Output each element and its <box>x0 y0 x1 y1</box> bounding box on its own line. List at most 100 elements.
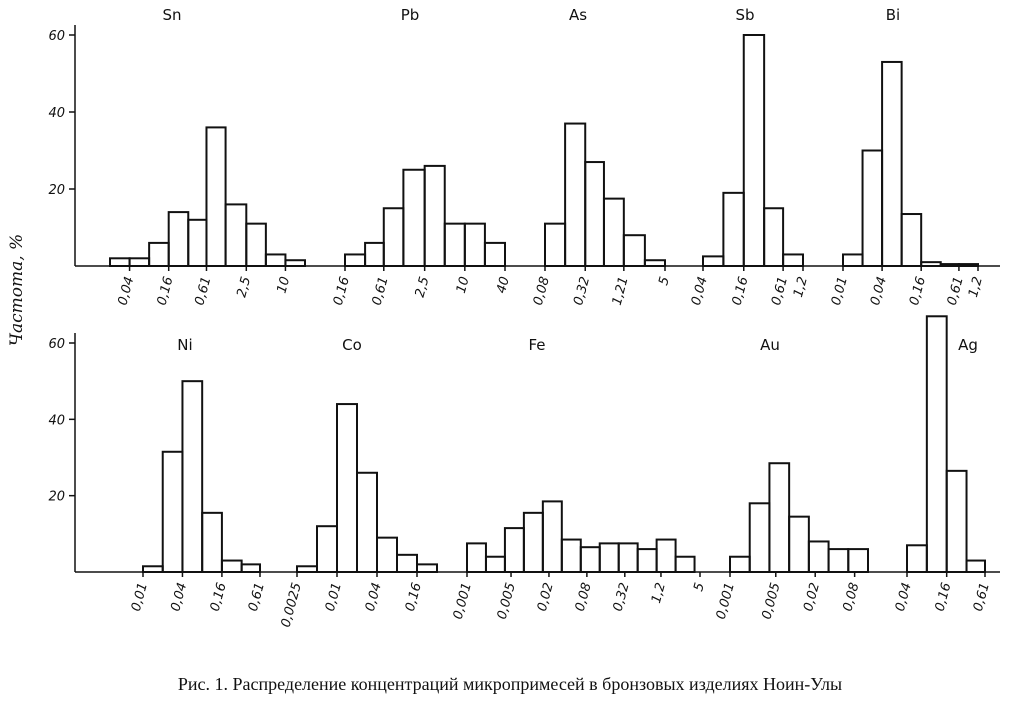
histogram-bar <box>768 462 791 574</box>
panel-title: Sn <box>162 6 181 24</box>
panel-title: Bi <box>886 6 900 24</box>
histogram-bar <box>643 259 667 268</box>
x-tick-label: 0,32 <box>571 275 593 307</box>
histogram-bar <box>364 241 385 267</box>
x-tick-label: 1,2 <box>791 275 811 299</box>
histogram-bar <box>564 122 587 267</box>
x-tick-label: 0,61 <box>769 275 791 307</box>
panel-title: Sb <box>735 6 754 24</box>
x-tick-label: 0,16 <box>208 581 230 613</box>
histogram-bar <box>906 544 928 573</box>
histogram-bar <box>240 563 261 573</box>
panel-title: As <box>569 6 587 24</box>
histogram-bar <box>224 203 248 267</box>
histogram-bar <box>945 469 968 574</box>
y-axis-label: Частота, % <box>7 234 27 346</box>
histogram-bar <box>807 540 830 574</box>
panel-title: Ag <box>958 336 978 354</box>
x-tick-label: 0,16 <box>403 581 425 613</box>
histogram-bar <box>782 253 805 267</box>
histogram-bar <box>584 161 605 267</box>
x-tick-label: 10 <box>454 275 473 295</box>
histogram-bar <box>284 259 306 268</box>
histogram-bar <box>142 565 164 574</box>
x-tick-label: 0,16 <box>331 275 353 307</box>
panel-title: Co <box>342 336 362 354</box>
histogram-bar <box>187 218 208 268</box>
histogram-bar <box>402 168 426 267</box>
histogram-bar <box>423 164 446 267</box>
x-tick-label: 0,04 <box>868 275 890 307</box>
y-tick-label: 60 <box>48 29 65 44</box>
x-tick-label: 0,005 <box>760 581 784 621</box>
histogram-bar <box>220 559 243 573</box>
histogram-bar <box>483 241 506 267</box>
histogram-bar <box>201 511 223 574</box>
histogram-bar <box>939 263 960 268</box>
x-tick-label: 0,08 <box>841 581 863 613</box>
caption: Рис. 1. Распределение концентраций микро… <box>178 674 842 694</box>
y-tick-label: 40 <box>48 413 65 428</box>
histogram-bar <box>463 222 486 267</box>
histogram-bar <box>316 525 338 574</box>
y-tick-label: 60 <box>48 337 65 352</box>
histogram-bar <box>382 207 405 267</box>
histogram-bar <box>161 450 184 573</box>
x-tick-label: 0,08 <box>531 275 553 307</box>
histogram-bar <box>636 548 658 573</box>
x-tick-label: 0,005 <box>495 581 519 621</box>
x-tick-label: 0,04 <box>689 275 711 307</box>
x-tick-label: 0,61 <box>246 581 268 613</box>
panel-title: Ni <box>177 336 192 354</box>
histogram-bar <box>598 542 620 573</box>
x-tick-label: 5 <box>691 581 708 593</box>
x-tick-label: 0,16 <box>155 275 177 307</box>
histogram-bar <box>763 207 785 267</box>
x-tick-label: 0,02 <box>535 581 557 613</box>
x-tick-label: 0,04 <box>115 275 137 307</box>
histogram-bar <box>336 403 358 574</box>
histogram-bar <box>617 542 639 573</box>
panel-title: Fe <box>528 336 545 354</box>
y-tick-label: 20 <box>48 490 65 505</box>
histogram-bar <box>245 222 267 267</box>
histogram-bar <box>722 191 745 268</box>
x-tick-label: 0,01 <box>323 581 345 613</box>
histogram-bar <box>466 542 487 573</box>
histogram-bar <box>847 548 869 573</box>
x-tick-label: 0,04 <box>363 581 385 613</box>
x-tick-label: 0,61 <box>945 275 967 307</box>
x-tick-label: 0,61 <box>192 275 214 307</box>
panel-title: Au <box>760 336 780 354</box>
histogram-bar <box>541 500 563 573</box>
histogram-bar <box>396 553 418 574</box>
histogram-bar <box>579 546 601 573</box>
histogram-bar <box>655 538 677 574</box>
histogram-bar <box>356 471 378 573</box>
x-tick-label: 1,21 <box>610 275 632 307</box>
x-tick-label: 0,16 <box>907 275 929 307</box>
histogram-bar <box>560 538 582 574</box>
histogram-bar <box>503 527 525 574</box>
histogram-bar <box>109 257 131 267</box>
histogram-bar <box>296 565 318 574</box>
x-tick-label: 0,04 <box>168 581 190 613</box>
histogram-bar <box>925 315 948 573</box>
histogram-bar <box>376 536 398 574</box>
x-tick-label: 0,02 <box>801 581 823 613</box>
histogram-bar <box>861 149 884 267</box>
x-tick-label: 0,01 <box>829 275 851 307</box>
x-tick-label: 0,61 <box>971 581 993 613</box>
histogram-bar <box>522 511 544 574</box>
x-tick-label: 10 <box>275 275 294 295</box>
histogram-bar <box>881 60 903 268</box>
histogram-bar <box>128 257 151 267</box>
histogram-bar <box>827 548 850 573</box>
x-tick-label: 2,5 <box>413 275 433 299</box>
x-tick-label: 40 <box>494 275 513 295</box>
histogram-bar <box>602 197 625 267</box>
x-tick-label: 0,08 <box>573 581 595 613</box>
x-tick-label: 0,61 <box>370 275 392 307</box>
histogram-bar <box>416 563 438 573</box>
